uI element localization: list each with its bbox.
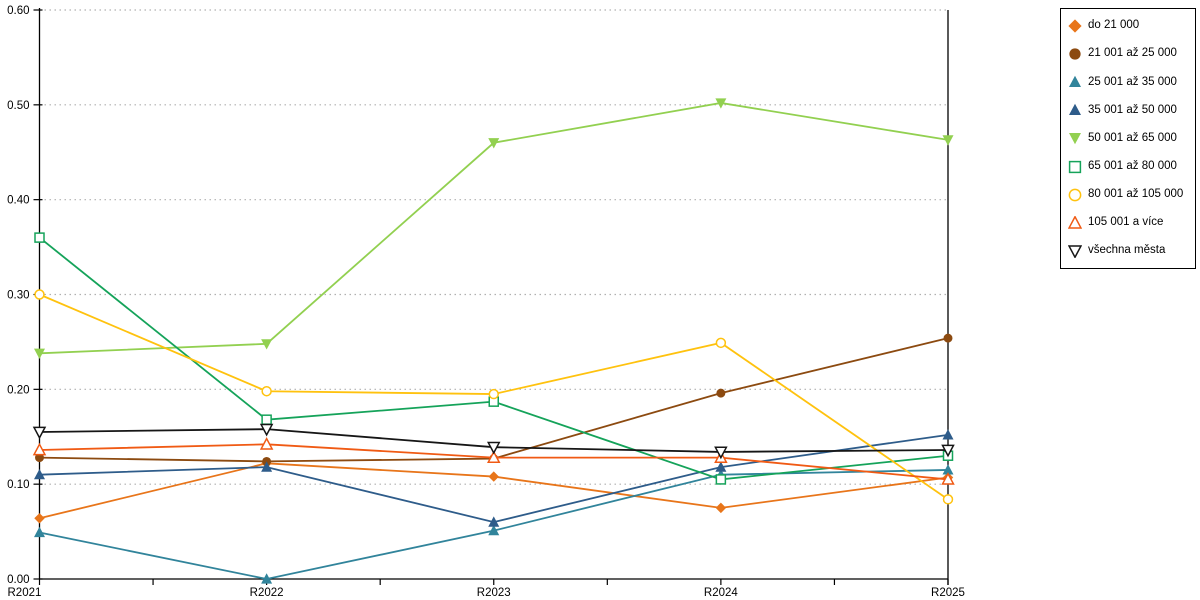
data-point-marker <box>942 464 954 475</box>
data-point-marker <box>1069 48 1081 60</box>
y-tick-label: 0.10 <box>7 479 29 491</box>
legend-marker-square-icon <box>1068 160 1082 173</box>
legend-marker-triangle-down-icon <box>1069 133 1081 145</box>
data-point-marker <box>488 471 499 482</box>
legend-item-6: 65 001 až 80 000 <box>1068 153 1195 180</box>
legend-label: všechna města <box>1088 244 1166 257</box>
data-point-marker <box>715 474 727 485</box>
data-point-marker <box>715 337 727 349</box>
legend-item-9: všechna města <box>1068 237 1195 264</box>
axes: 0.00 0.10 0.20 0.30 0.40 0.50 0.60 R2021 R2022 R2… <box>7 5 965 599</box>
data-point-marker <box>1069 133 1081 145</box>
series-1 <box>34 458 954 524</box>
data-point-marker <box>1069 76 1081 88</box>
data-point-marker <box>34 348 45 360</box>
data-point-marker <box>259 423 274 437</box>
data-point-marker <box>1068 245 1082 258</box>
data-point-marker <box>715 98 727 109</box>
legend-marker-triangle-up-icon <box>1069 104 1081 116</box>
data-point-marker <box>715 502 727 514</box>
legend-item-3: 25 001 až 35 000 <box>1068 69 1195 96</box>
y-tick-label: 0.30 <box>7 290 29 302</box>
data-point-marker <box>259 437 274 450</box>
data-point-marker <box>1068 188 1082 202</box>
legend-label: 105 001 a více <box>1088 216 1164 229</box>
data-point-marker <box>261 414 272 425</box>
data-point-marker <box>487 441 501 455</box>
y-tick-label: 0.20 <box>7 384 29 396</box>
data-point-marker <box>942 429 954 440</box>
legend-marker-triangle-up-icon <box>1069 76 1081 88</box>
data-point-marker <box>488 516 500 527</box>
x-tick-label: R2022 <box>250 587 284 599</box>
legend-label: 50 001 až 65 000 <box>1088 131 1177 144</box>
legend-marker-triangle-down-icon <box>1068 245 1082 258</box>
legend-marker-diamond-icon <box>1068 19 1082 33</box>
legend-label: 21 001 až 25 000 <box>1088 47 1177 60</box>
data-point-marker <box>34 232 45 243</box>
series-5 <box>34 98 954 360</box>
legend-label: 65 001 až 80 000 <box>1088 159 1177 172</box>
legend-item-4: 35 001 až 50 000 <box>1068 97 1195 124</box>
data-point-marker <box>34 289 45 300</box>
data-point-marker <box>941 444 955 458</box>
y-tick-label: 0.60 <box>7 5 29 17</box>
data-point-marker <box>1068 160 1082 173</box>
legend-item-7: 80 001 až 105 000 <box>1068 181 1195 208</box>
data-point-marker <box>1068 215 1082 229</box>
legend-item-8: 105 001 a více <box>1068 209 1195 236</box>
x-tick-label: R2023 <box>477 587 511 599</box>
y-tick-label: 0.50 <box>7 100 29 112</box>
data-point-marker <box>488 138 500 149</box>
legend-label: 80 001 až 105 000 <box>1088 187 1184 200</box>
series-7 <box>34 289 954 505</box>
x-tick-label: R2025 <box>931 587 965 599</box>
legend-marker-circle-icon <box>1068 188 1082 202</box>
data-point-marker <box>261 461 273 472</box>
legend-item-5: 50 001 až 65 000 <box>1068 125 1195 152</box>
legend-marker-triangle-up-icon <box>1068 215 1082 229</box>
gridlines <box>39 9 948 485</box>
data-point-marker <box>34 513 45 524</box>
data-point-marker <box>942 135 954 146</box>
data-point-marker <box>942 494 954 505</box>
y-tick-label: 0.00 <box>7 574 29 586</box>
data-point-marker <box>715 461 727 472</box>
data-point-marker <box>261 386 272 397</box>
y-tick-label: 0.40 <box>7 195 29 207</box>
data-point-marker <box>487 450 501 463</box>
legend-item-1: do 21 000 <box>1068 13 1195 40</box>
data-point-marker <box>261 339 273 350</box>
series-9 <box>32 423 955 460</box>
data-point-marker <box>34 526 45 538</box>
data-point-marker <box>488 524 500 536</box>
legend-item-2: 21 001 až 25 000 <box>1068 41 1195 68</box>
data-point-marker <box>32 426 47 440</box>
x-tick-label: R2024 <box>704 587 738 599</box>
legend: do 21 000 21 001 až 25 000 25 001 až 35 00… <box>1060 8 1196 269</box>
legend-label: 35 001 až 50 000 <box>1088 103 1177 116</box>
data-point-marker <box>34 468 45 480</box>
data-point-marker <box>261 573 273 584</box>
legend-label: 25 001 až 35 000 <box>1088 75 1177 88</box>
data-point-marker <box>1068 19 1082 33</box>
data-point-marker <box>941 472 955 485</box>
series-4 <box>34 429 954 527</box>
data-point-marker <box>714 446 728 460</box>
data-point-marker <box>1069 104 1081 116</box>
legend-label: do 21 000 <box>1088 19 1140 32</box>
data-point-marker <box>716 388 726 398</box>
data-point-marker <box>32 442 47 456</box>
data-point-marker <box>488 388 499 400</box>
legend-marker-circle-icon <box>1069 48 1081 60</box>
x-tick-label: R2021 <box>8 587 42 599</box>
data-point-marker <box>943 333 953 343</box>
